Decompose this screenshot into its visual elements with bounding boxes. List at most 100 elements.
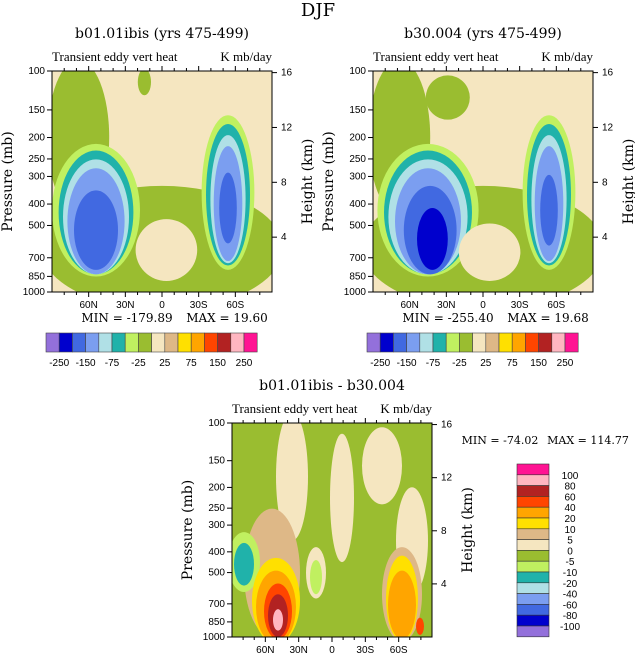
max-label: MAX = 19.60 — [186, 311, 268, 325]
colorbar-box — [406, 332, 421, 353]
colorbar-label: -60 — [563, 600, 578, 611]
y-tick-label: 400 — [28, 199, 45, 210]
x-tick-label: 60N — [256, 645, 274, 656]
colorbar-box — [164, 332, 179, 353]
colorbar-box — [516, 528, 550, 540]
y-right-tick-label: 16 — [441, 420, 453, 431]
colorbar-box — [516, 539, 550, 551]
colorbar-label: -10 — [563, 568, 578, 579]
colorbar-box — [243, 332, 258, 353]
y-tick-label: 1000 — [23, 287, 46, 298]
x-tick-label: 60S — [390, 645, 408, 656]
y-tick-label: 500 — [349, 220, 366, 231]
colorbar-label: 150 — [209, 358, 226, 369]
panel-title: b30.004 (yrs 475-499) — [404, 26, 562, 42]
colorbar-box — [419, 332, 434, 353]
colorbar-box — [230, 332, 245, 353]
contour-fill — [273, 609, 283, 631]
y-tick-label: 100 — [208, 418, 225, 429]
contour-fill — [362, 427, 402, 505]
x-tick-label: 0 — [329, 645, 335, 656]
colorbar-box — [472, 332, 487, 353]
y-right-axis-label: Height (km) — [460, 487, 476, 573]
y-tick-label: 150 — [349, 105, 366, 116]
y-right-axis-label: Height (km) — [300, 139, 316, 225]
contour-fill — [416, 617, 424, 635]
y-tick-label: 250 — [208, 503, 225, 514]
colorbar-box — [516, 550, 550, 562]
colorbar-box — [151, 332, 166, 353]
x-tick-label: 60N — [400, 300, 418, 311]
y-right-tick-label: 4 — [441, 579, 447, 590]
y-tick-label: 200 — [28, 133, 45, 144]
colorbar-label: 250 — [557, 358, 574, 369]
y-tick-label: 700 — [208, 599, 225, 610]
colorbar-box — [516, 614, 550, 627]
x-tick-label: 60S — [547, 300, 565, 311]
panel-title: b01.01ibis (yrs 475-499) — [75, 26, 249, 42]
y-tick-label: 700 — [28, 253, 45, 264]
colorbar-box — [111, 332, 126, 353]
contour-fill — [234, 542, 254, 586]
y-tick-label: 400 — [349, 199, 366, 210]
colorbar-box — [511, 332, 526, 353]
colorbar-box — [516, 582, 550, 594]
colorbar-box — [445, 332, 460, 353]
max-label: MAX = 19.68 — [507, 311, 589, 325]
colorbar-label: 25 — [480, 358, 492, 369]
y-right-tick-label: 8 — [602, 177, 608, 188]
colorbar-box — [516, 625, 550, 638]
colorbar-box — [525, 332, 539, 353]
figure-title: DJF — [301, 0, 335, 21]
x-tick-label: 30N — [437, 300, 455, 311]
panel-title: b01.01ibis - b30.004 — [259, 378, 405, 394]
y-tick-label: 150 — [28, 105, 45, 116]
right-string: K mb/day — [380, 401, 432, 416]
colorbar-box — [217, 332, 232, 353]
x-tick-label: 0 — [480, 300, 486, 311]
y-axis-label: Pressure (mb) — [321, 131, 337, 231]
colorbar-label: 25 — [159, 358, 171, 369]
colorbar-box — [393, 332, 407, 353]
colorbar-box — [516, 463, 550, 476]
colorbar-label: 250 — [236, 358, 253, 369]
colorbar-box — [124, 332, 139, 353]
x-tick-label: 30S — [511, 300, 529, 311]
colorbar-label: 75 — [186, 358, 198, 369]
colorbar-box — [516, 474, 550, 486]
contour-fill — [330, 433, 354, 563]
colorbar-box — [379, 332, 394, 353]
contour-fill — [137, 71, 151, 96]
colorbar-box — [538, 332, 553, 353]
contour-fill — [310, 559, 322, 595]
y-tick-label: 200 — [208, 482, 225, 493]
colorbar-label: 75 — [507, 358, 519, 369]
y-tick-label: 1000 — [344, 287, 367, 298]
y-tick-label: 850 — [208, 617, 225, 628]
min-label: MIN = -255.40 — [402, 311, 493, 325]
contour-fill — [135, 219, 198, 281]
x-tick-label: 60S — [226, 300, 244, 311]
y-tick-label: 300 — [349, 171, 366, 182]
colorbar-box — [177, 332, 192, 353]
colorbar-box — [190, 332, 205, 353]
colorbar-label: -150 — [76, 358, 96, 369]
y-right-tick-label: 16 — [281, 68, 293, 79]
y-tick-label: 150 — [208, 456, 225, 467]
colorbar-box — [516, 506, 550, 519]
colorbar-box — [516, 593, 550, 605]
max-label: MAX = 114.77 — [547, 434, 629, 447]
y-tick-label: 400 — [208, 547, 225, 558]
colorbar-label: -5 — [566, 557, 575, 568]
y-tick-label: 300 — [208, 520, 225, 531]
contour-panel-2: 100150200250300400500700850100016128460N… — [321, 26, 635, 369]
y-right-tick-label: 12 — [602, 122, 614, 133]
colorbar-box — [45, 332, 60, 353]
contour-fill — [388, 570, 416, 637]
colorbar-label: 60 — [564, 492, 576, 503]
y-right-axis-label: Height (km) — [621, 139, 635, 225]
colorbar-box — [432, 332, 447, 353]
colorbar-box — [564, 332, 579, 353]
right-string: K mb/day — [541, 49, 593, 64]
y-right-tick-label: 12 — [281, 122, 293, 133]
